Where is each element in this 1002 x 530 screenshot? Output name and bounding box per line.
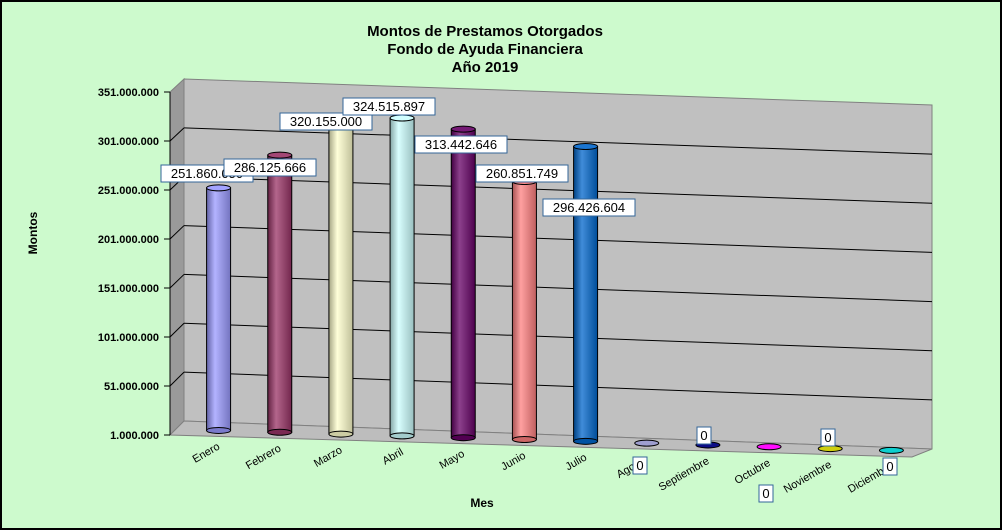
x-tick-label: Octubre xyxy=(733,457,773,487)
gridline-side xyxy=(169,274,185,289)
bar-julio xyxy=(573,142,599,445)
bar-junio xyxy=(511,178,537,444)
bar-febrero xyxy=(267,151,293,436)
data-label: 0 xyxy=(632,456,648,475)
gridline xyxy=(183,225,933,253)
data-label: 0 xyxy=(882,457,898,476)
y-tick-label: 101.000.000 xyxy=(98,332,159,344)
bar-mayo xyxy=(450,125,476,442)
data-label: 296.426.604 xyxy=(542,198,636,217)
bar-agosto xyxy=(634,439,660,447)
y-tick-label: 351.000.000 xyxy=(98,87,159,99)
y-tick-label: 151.000.000 xyxy=(98,283,159,295)
y-tick-label: 201.000.000 xyxy=(98,234,159,246)
gridline xyxy=(183,273,933,303)
x-tick-label: Mayo xyxy=(437,448,466,472)
x-tick-label: Junio xyxy=(499,450,528,474)
svg-text:324.515.897: 324.515.897 xyxy=(353,99,425,114)
y-tick-label: 51.000.000 xyxy=(104,381,159,393)
x-tick-label: Febrero xyxy=(244,442,283,472)
x-tick-label: Septiembre xyxy=(657,455,712,494)
floor xyxy=(168,420,933,458)
x-tick-label: Abril xyxy=(381,446,406,467)
data-label: 286.125.666 xyxy=(223,158,317,177)
data-label: 324.515.897 xyxy=(342,97,436,116)
data-label: 313.442.646 xyxy=(414,135,508,154)
x-tick-label: Enero xyxy=(191,441,222,466)
y-axis-title: Montos xyxy=(26,211,40,254)
svg-text:0: 0 xyxy=(824,430,831,445)
gridline xyxy=(183,322,933,352)
bar-marzo xyxy=(328,118,354,438)
bar-diciembre xyxy=(878,446,904,454)
y-tick-label: 301.000.000 xyxy=(98,136,159,148)
svg-text:0: 0 xyxy=(636,458,643,473)
svg-text:0: 0 xyxy=(700,428,707,443)
data-label: 0 xyxy=(820,428,836,447)
bar-octubre xyxy=(756,443,782,451)
x-tick-label: Julio xyxy=(563,452,589,474)
svg-text:260.851.749: 260.851.749 xyxy=(486,166,558,181)
data-label: 0 xyxy=(696,426,712,445)
x-tick-label: Noviembre xyxy=(782,459,834,496)
bar-abril xyxy=(389,114,415,440)
bar-enero xyxy=(206,184,232,434)
y-tick-label: 251.000.000 xyxy=(98,185,159,197)
svg-text:320.155.000: 320.155.000 xyxy=(290,114,362,129)
svg-text:313.442.646: 313.442.646 xyxy=(425,137,497,152)
svg-text:0: 0 xyxy=(762,486,769,501)
y-tick-label: 1.000.000 xyxy=(110,430,159,442)
chart-title-line-1: Montos de Prestamos Otorgados xyxy=(367,23,603,40)
gridline-side xyxy=(169,127,185,142)
data-label: 260.851.749 xyxy=(475,164,569,183)
data-label: 0 xyxy=(758,484,774,503)
gridline-side xyxy=(169,371,185,387)
svg-text:296.426.604: 296.426.604 xyxy=(553,200,625,215)
svg-text:0: 0 xyxy=(886,459,893,474)
gridline xyxy=(183,176,933,204)
gridline-side xyxy=(169,225,185,240)
gridline xyxy=(183,127,933,155)
back-wall xyxy=(183,78,933,450)
x-axis-title: Mes xyxy=(470,496,494,510)
svg-text:286.125.666: 286.125.666 xyxy=(234,160,306,175)
chart-title-line-2: Fondo de Ayuda Financiera xyxy=(387,41,583,58)
x-tick-label: Marzo xyxy=(312,444,344,470)
gridline xyxy=(183,371,933,401)
side-wall xyxy=(169,77,185,437)
gridline-side xyxy=(169,322,185,338)
data-label: 320.155.000 xyxy=(279,112,373,131)
chart-title-line-3: Año 2019 xyxy=(452,59,519,76)
